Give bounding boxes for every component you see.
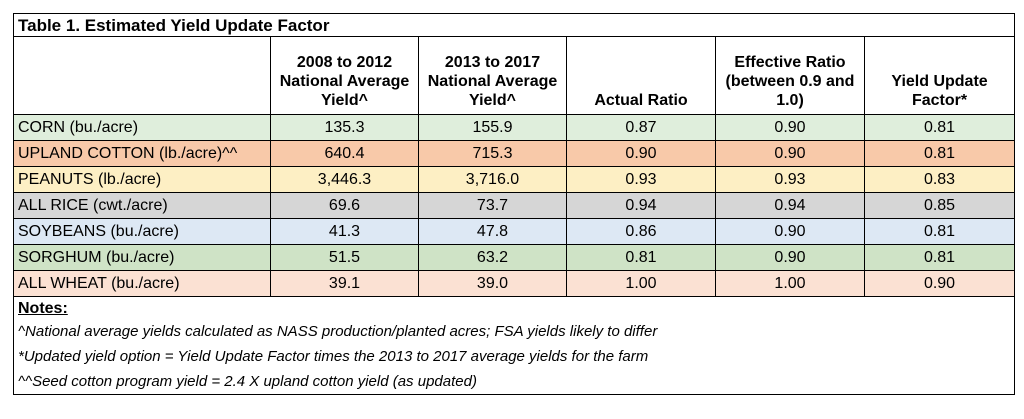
cell-actual-ratio: 0.94	[566, 192, 716, 219]
cell-actual-ratio: 1.00	[566, 270, 716, 297]
cell-yield-update-factor: 0.85	[863, 192, 1016, 219]
header-effective-ratio: Effective Ratio (between 0.9 and 1.0)	[715, 36, 865, 115]
yield-update-table-container: Table 1. Estimated Yield Update Factor 2…	[12, 13, 1016, 408]
row-label: SORGHUM (bu./acre)	[13, 244, 271, 271]
table-row: UPLAND COTTON (lb./acre)^^ 640.4 715.3 0.90…	[13, 140, 1016, 167]
table-row: CORN (bu./acre) 135.3 155.9 0.87 0.90 0.81	[13, 114, 1016, 141]
note-item: ^National average yields calculated as N…	[12, 319, 1016, 344]
cell-effective-ratio: 0.93	[715, 166, 865, 193]
table-row: PEANUTS (lb./acre) 3,446.3 3,716.0 0.93 0.93…	[13, 166, 1016, 193]
table-row: SORGHUM (bu./acre) 51.5 63.2 0.81 0.90 0.81	[13, 244, 1016, 271]
row-label: ALL RICE (cwt./acre)	[13, 192, 271, 219]
row-label: PEANUTS (lb./acre)	[13, 166, 271, 193]
note-item: ^^Seed cotton program yield = 2.4 X upla…	[12, 369, 1016, 395]
cell-2008-2012-yield: 3,446.3	[270, 166, 419, 193]
table-row: ALL RICE (cwt./acre) 69.6 73.7 0.94 0.94 0.85	[13, 192, 1016, 219]
cell-effective-ratio: 0.94	[715, 192, 865, 219]
header-actual-ratio: Actual Ratio	[566, 36, 716, 115]
cell-actual-ratio: 0.93	[566, 166, 716, 193]
cell-actual-ratio: 0.81	[566, 244, 716, 271]
row-label: SOYBEANS (bu./acre)	[13, 218, 271, 245]
header-yield-update-factor: Yield Update Factor*	[863, 36, 1016, 115]
notes-heading: Notes:	[12, 296, 1016, 319]
cell-2013-2017-yield: 39.0	[418, 270, 567, 297]
cell-effective-ratio: 1.00	[715, 270, 865, 297]
cell-effective-ratio: 0.90	[715, 140, 865, 167]
cell-effective-ratio: 0.90	[715, 218, 865, 245]
cell-yield-update-factor: 0.81	[863, 114, 1016, 141]
table-title: Table 1. Estimated Yield Update Factor	[12, 13, 1016, 37]
note-item: *Updated yield option = Yield Update Fac…	[12, 344, 1016, 369]
cell-effective-ratio: 0.90	[715, 244, 865, 271]
cell-yield-update-factor: 0.83	[863, 166, 1016, 193]
table-row: SOYBEANS (bu./acre) 41.3 47.8 0.86 0.90 0.81	[13, 218, 1016, 245]
cell-actual-ratio: 0.87	[566, 114, 716, 141]
header-2013-2017: 2013 to 2017 National Average Yield^	[418, 36, 567, 115]
cell-2008-2012-yield: 39.1	[270, 270, 419, 297]
cell-2013-2017-yield: 715.3	[418, 140, 567, 167]
cell-2013-2017-yield: 3,716.0	[418, 166, 567, 193]
header-row: 2008 to 2012 National Average Yield^ 201…	[13, 36, 1016, 115]
cell-yield-update-factor: 0.81	[863, 218, 1016, 245]
table-row: ALL WHEAT (bu./acre) 39.1 39.0 1.00 1.00 0.90	[13, 270, 1016, 297]
cell-2008-2012-yield: 69.6	[270, 192, 419, 219]
row-label: ALL WHEAT (bu./acre)	[13, 270, 271, 297]
row-label: UPLAND COTTON (lb./acre)^^	[13, 140, 271, 167]
yield-update-table: Table 1. Estimated Yield Update Factor 2…	[12, 13, 1016, 395]
cell-2008-2012-yield: 640.4	[270, 140, 419, 167]
cell-2008-2012-yield: 41.3	[270, 218, 419, 245]
cell-2013-2017-yield: 47.8	[418, 218, 567, 245]
cell-2013-2017-yield: 73.7	[418, 192, 567, 219]
row-label: CORN (bu./acre)	[13, 114, 271, 141]
header-2008-2012: 2008 to 2012 National Average Yield^	[270, 36, 419, 115]
cell-2008-2012-yield: 135.3	[270, 114, 419, 141]
cell-actual-ratio: 0.90	[566, 140, 716, 167]
cell-yield-update-factor: 0.81	[863, 244, 1016, 271]
cell-2013-2017-yield: 63.2	[418, 244, 567, 271]
cell-actual-ratio: 0.86	[566, 218, 716, 245]
cell-2013-2017-yield: 155.9	[418, 114, 567, 141]
header-blank	[13, 36, 271, 115]
cell-yield-update-factor: 0.90	[863, 270, 1016, 297]
cell-effective-ratio: 0.90	[715, 114, 865, 141]
cell-2008-2012-yield: 51.5	[270, 244, 419, 271]
cell-yield-update-factor: 0.81	[863, 140, 1016, 167]
